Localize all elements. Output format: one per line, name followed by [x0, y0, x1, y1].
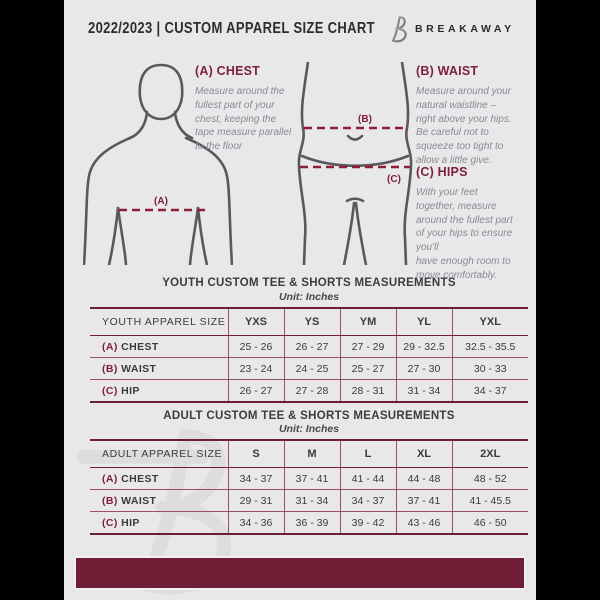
row-label: (A) CHEST [90, 467, 228, 490]
hips-guide-section: (C) HIPS With your feet together, measur… [416, 165, 536, 283]
brand-logo: BREAKAWAY [382, 14, 515, 44]
table-row-chest: (A) CHEST 25 - 26 26 - 27 27 - 29 29 - 3… [90, 335, 528, 358]
size-cell: 25 - 26 [227, 335, 284, 358]
row-label: (C) HIP [90, 379, 228, 402]
waist-guide-body: Measure around your natural waistline – … [416, 86, 512, 166]
chest-guide-body: Measure around the fullest part of your … [195, 86, 292, 153]
size-column-header: XL [395, 440, 452, 468]
size-cell: 29 - 32.5 [395, 335, 452, 358]
row-marker: (B) [102, 494, 118, 507]
waist-guide-heading: (B) WAIST [416, 64, 479, 78]
size-cell: 31 - 34 [283, 489, 340, 512]
page-title: 2022/2023 | CUSTOM APPAREL SIZE CHART [88, 20, 375, 37]
size-cell: 48 - 52 [451, 467, 528, 490]
table-row-hip: (C) HIP 34 - 36 36 - 39 39 - 42 43 - 46 … [90, 511, 528, 534]
hips-guide-heading: (C) HIPS [416, 165, 468, 179]
table-row-chest: (A) CHEST 34 - 37 37 - 41 41 - 44 44 - 4… [90, 467, 528, 490]
left-letterbox [0, 0, 64, 600]
size-cell: 43 - 46 [395, 511, 452, 534]
breakaway-b-icon [382, 16, 407, 43]
size-cell: 23 - 24 [227, 357, 284, 380]
size-column-header: YS [283, 308, 340, 336]
youth-size-column-header: YOUTH APPAREL SIZE [90, 308, 228, 336]
row-label: (B) WAIST [90, 489, 228, 512]
chest-guide-heading: (A) CHEST [195, 64, 260, 78]
row-label: (C) HIP [90, 511, 228, 534]
size-cell: 27 - 28 [283, 379, 340, 402]
waist-marker-label: (B) [358, 114, 372, 125]
brand-name: BREAKAWAY [415, 23, 515, 35]
row-marker: (B) [102, 362, 118, 375]
row-label: (B) WAIST [90, 357, 228, 380]
table-row-waist: (B) WAIST 23 - 24 24 - 25 25 - 27 27 - 3… [90, 357, 528, 380]
size-cell: 27 - 29 [339, 335, 396, 358]
table-row-waist: (B) WAIST 29 - 31 31 - 34 34 - 37 37 - 4… [90, 489, 528, 512]
size-cell: 24 - 25 [283, 357, 340, 380]
size-cell: 32.5 - 35.5 [451, 335, 528, 358]
size-cell: 46 - 50 [451, 511, 528, 534]
size-cell: 41 - 45.5 [451, 489, 528, 512]
size-column-header: YXS [227, 308, 284, 336]
adult-table-unit: Unit: Inches [278, 423, 340, 435]
size-cell: 34 - 36 [227, 511, 284, 534]
size-cell: 27 - 30 [395, 357, 452, 380]
size-cell: 26 - 27 [227, 379, 284, 402]
row-marker: (A) [102, 340, 118, 353]
table-row-hip: (C) HIP 26 - 27 27 - 28 28 - 31 31 - 34 … [90, 379, 528, 402]
size-cell: 39 - 42 [339, 511, 396, 534]
size-column-header: 2XL [451, 440, 528, 468]
torso-outline [83, 63, 233, 265]
adult-table-title: ADULT CUSTOM TEE & SHORTS MEASUREMENTS [163, 410, 455, 422]
size-cell: 44 - 48 [395, 467, 452, 490]
size-cell: 34 - 37 [339, 489, 396, 512]
size-column-header: L [339, 440, 396, 468]
size-cell: 28 - 31 [339, 379, 396, 402]
upper-body-figure: (A) [83, 63, 233, 265]
size-chart-document: 2022/2023 | CUSTOM APPAREL SIZE CHART BR… [64, 0, 536, 600]
footer-bar [74, 556, 526, 590]
adult-size-column-header: ADULT APPAREL SIZE [90, 440, 228, 468]
row-label-text: HIP [121, 384, 140, 397]
size-column-header: YL [395, 308, 452, 336]
row-label-text: WAIST [121, 362, 157, 375]
hips-marker-label: (C) [387, 174, 401, 185]
size-column-header: M [283, 440, 340, 468]
size-cell: 26 - 27 [283, 335, 340, 358]
row-marker: (C) [102, 384, 118, 397]
chest-guide-section: (A) CHEST Measure around the fullest par… [195, 64, 311, 154]
size-column-header: S [227, 440, 284, 468]
row-label-text: CHEST [121, 472, 159, 485]
youth-table-unit: Unit: Inches [278, 291, 340, 303]
size-cell: 34 - 37 [227, 467, 284, 490]
youth-table-title: YOUTH CUSTOM TEE & SHORTS MEASUREMENTS [162, 277, 456, 289]
waist-guide-section: (B) WAIST Measure around your natural wa… [416, 64, 536, 168]
size-cell: 36 - 39 [283, 511, 340, 534]
size-cell: 30 - 33 [451, 357, 528, 380]
chest-marker-label: (A) [154, 196, 168, 207]
lower-body-figure: (B) (C) [297, 62, 413, 265]
right-letterbox [536, 0, 600, 600]
row-label: (A) CHEST [90, 335, 228, 358]
size-cell: 34 - 37 [451, 379, 528, 402]
hips-guide-body: With your feet together, measure around … [416, 187, 513, 281]
size-column-header: YXL [451, 308, 528, 336]
row-label-text: WAIST [121, 494, 157, 507]
size-column-header: YM [339, 308, 396, 336]
youth-size-table: YOUTH APPAREL SIZE YXS YS YM YL YXL (A) … [90, 307, 528, 403]
size-cell: 25 - 27 [339, 357, 396, 380]
size-cell: 31 - 34 [395, 379, 452, 402]
table-header-row: ADULT APPAREL SIZE S M L XL 2XL [90, 440, 528, 468]
size-cell: 29 - 31 [227, 489, 284, 512]
size-cell: 37 - 41 [283, 467, 340, 490]
table-header-row: YOUTH APPAREL SIZE YXS YS YM YL YXL [90, 308, 528, 336]
adult-size-table: ADULT APPAREL SIZE S M L XL 2XL (A) CHES… [90, 439, 528, 535]
size-cell: 37 - 41 [395, 489, 452, 512]
size-cell: 41 - 44 [339, 467, 396, 490]
row-label-text: HIP [121, 516, 140, 529]
row-marker: (C) [102, 516, 118, 529]
row-marker: (A) [102, 472, 118, 485]
hips-outline [297, 62, 413, 265]
row-label-text: CHEST [121, 340, 159, 353]
